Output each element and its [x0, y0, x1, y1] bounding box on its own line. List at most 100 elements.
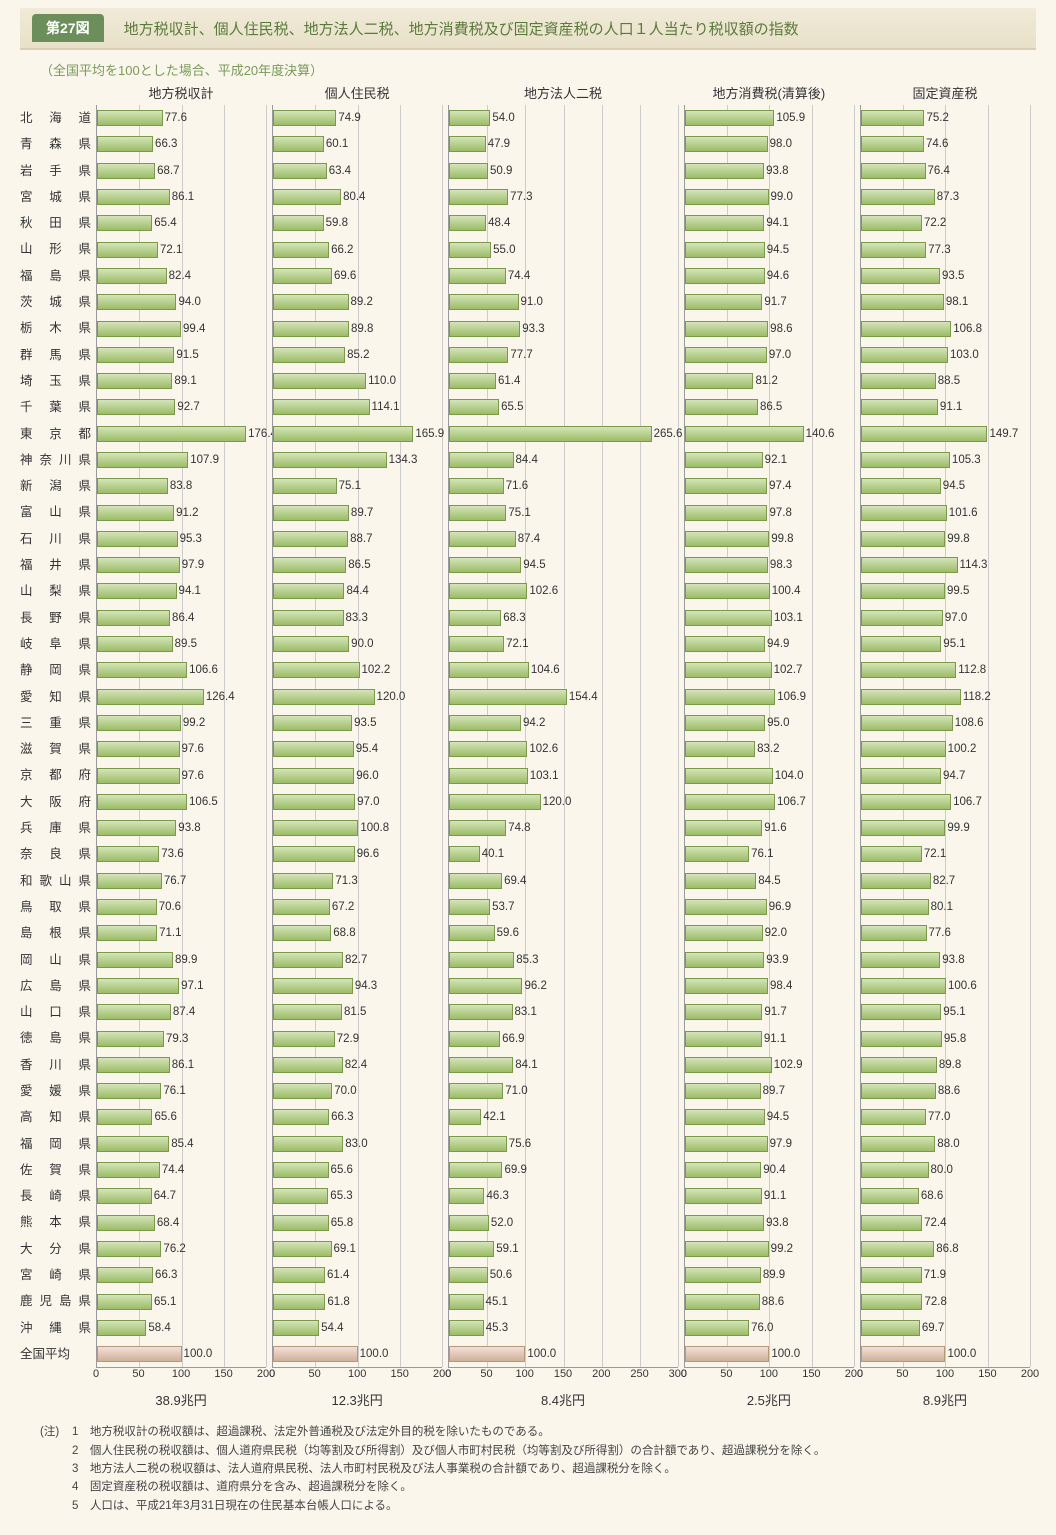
prefecture-label: 香 川 県: [20, 1052, 96, 1078]
bar-row: 88.6: [685, 1288, 854, 1314]
bar-row: 89.9: [685, 1262, 854, 1288]
bar: 71.1: [97, 925, 157, 941]
bar-value: 91.5: [176, 349, 198, 361]
bar-value: 77.3: [510, 191, 532, 203]
bar-value: 61.8: [327, 1296, 349, 1308]
bar: 76.0: [685, 1320, 749, 1336]
bar-value: 86.4: [172, 612, 194, 624]
bar-row: 100.2: [861, 736, 1030, 762]
bar-value: 72.8: [924, 1296, 946, 1308]
bar-value: 89.1: [174, 375, 196, 387]
bar-value: 66.9: [502, 1033, 524, 1045]
bar-value: 84.5: [758, 875, 780, 887]
bar-value: 72.1: [506, 638, 528, 650]
bar-row: 66.3: [97, 131, 266, 157]
bar-row: 165.9: [273, 421, 442, 447]
bar-row: 71.3: [273, 868, 442, 894]
bar-row: 53.7: [449, 894, 678, 920]
bar: 75.6: [449, 1136, 507, 1152]
metric-header: 地方税収計: [96, 83, 266, 105]
bar-row: 76.2: [97, 1236, 266, 1262]
bar: 106.7: [861, 794, 951, 810]
bar-row: 126.4: [97, 684, 266, 710]
bar-row: 72.8: [861, 1288, 1030, 1314]
axis-tick: 100: [936, 1368, 954, 1380]
bar-row: 98.1: [861, 289, 1030, 315]
bar-value: 86.1: [172, 191, 194, 203]
bar-row: 61.8: [273, 1288, 442, 1314]
bar: 104.6: [449, 662, 529, 678]
bars-box: 54.047.950.977.348.455.074.491.093.377.7…: [448, 105, 678, 1368]
bar-value: 50.9: [490, 165, 512, 177]
bar-value: 100.2: [948, 743, 977, 755]
bar: 71.6: [449, 478, 504, 494]
bar-value: 84.1: [515, 1059, 537, 1071]
bar: 76.1: [685, 846, 749, 862]
bar-row: 93.9: [685, 947, 854, 973]
bar: 59.8: [273, 215, 324, 231]
bar-value: 93.8: [766, 1217, 788, 1229]
bar-value: 58.4: [148, 1322, 170, 1334]
bar-value: 95.8: [944, 1033, 966, 1045]
bar-value: 74.4: [162, 1164, 184, 1176]
bar: 96.2: [449, 978, 522, 994]
prefecture-label: 大 分 県: [20, 1236, 96, 1262]
bar: 65.1: [97, 1294, 152, 1310]
bar: 86.8: [861, 1241, 934, 1257]
bar-value: 154.4: [569, 691, 598, 703]
bar: 102.6: [449, 583, 527, 599]
bar: 103.0: [861, 347, 948, 363]
bar-row: 112.8: [861, 657, 1030, 683]
bar: 88.6: [685, 1294, 760, 1310]
bar-row: 94.0: [97, 289, 266, 315]
bar-value: 54.0: [492, 112, 514, 124]
bar-value: 95.1: [943, 638, 965, 650]
bar-row: 40.1: [449, 841, 678, 867]
bar: 97.0: [861, 610, 943, 626]
prefecture-column: 北 海 道青 森 県岩 手 県宮 城 県秋 田 県山 形 県福 島 県茨 城 県…: [20, 83, 96, 1409]
bar-row: 91.5: [97, 342, 266, 368]
bar-row: 265.6: [449, 421, 678, 447]
bar-value: 65.3: [330, 1190, 352, 1202]
axis-tick: 0: [445, 1368, 451, 1380]
bar-value: 98.1: [946, 296, 968, 308]
bar-row: 93.8: [685, 158, 854, 184]
bar-value: 94.1: [179, 585, 201, 597]
bar-row: 65.5: [449, 394, 678, 420]
bar: 91.2: [97, 505, 174, 521]
bar-row: 94.6: [685, 263, 854, 289]
bar-row: 97.6: [97, 736, 266, 762]
bar-value: 93.5: [942, 270, 964, 282]
bar-row: 55.0: [449, 236, 678, 262]
bar-row: 47.9: [449, 131, 678, 157]
bar-value: 65.6: [331, 1164, 353, 1176]
bar-row: 59.8: [273, 210, 442, 236]
bar-value: 120.0: [377, 691, 406, 703]
bar: 97.9: [685, 1136, 768, 1152]
bar: 83.3: [273, 610, 343, 626]
bar-value: 100.0: [527, 1348, 556, 1360]
axis-tick: 0: [681, 1368, 687, 1380]
bar-row: 98.3: [685, 552, 854, 578]
bar-row: 89.7: [685, 1078, 854, 1104]
prefecture-label: 鹿児島県: [20, 1288, 96, 1314]
bar: 85.3: [449, 952, 514, 968]
bar-value: 97.1: [181, 980, 203, 992]
bar-row: 84.1: [449, 1052, 678, 1078]
prefecture-label: 愛 媛 県: [20, 1078, 96, 1104]
bar-row: 106.7: [685, 789, 854, 815]
prefecture-label: 奈 良 県: [20, 841, 96, 867]
bar: 59.1: [449, 1241, 494, 1257]
prefecture-label: 東 京 都: [20, 421, 96, 447]
bar-value: 96.6: [357, 848, 379, 860]
bar: 102.2: [273, 662, 359, 678]
bar: 75.1: [273, 478, 336, 494]
bar-row: 83.8: [97, 473, 266, 499]
bar: 77.7: [449, 347, 508, 363]
bar-row: 80.4: [273, 184, 442, 210]
bar-row: 68.4: [97, 1209, 266, 1235]
bar-value: 75.2: [926, 112, 948, 124]
bar-row: 91.1: [861, 394, 1030, 420]
bar-value: 99.2: [771, 1243, 793, 1255]
bar-row: 87.3: [861, 184, 1030, 210]
